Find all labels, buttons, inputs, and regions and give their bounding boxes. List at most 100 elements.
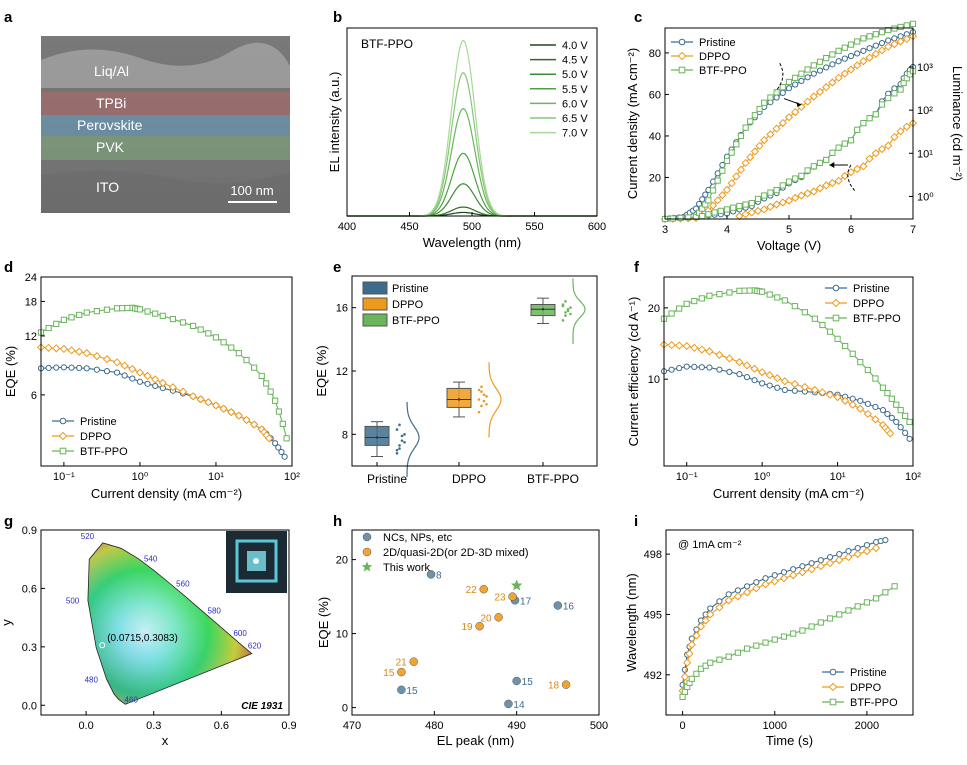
series-line: [40, 346, 270, 439]
data-point: [733, 592, 742, 601]
panel-b: 400 450 500 550 600 Wavelength (nm) EL intensi…: [327, 27, 606, 250]
data-point: [790, 566, 797, 573]
data-point: [124, 304, 131, 312]
data-point: [826, 328, 834, 335]
legend-label: 5.0 V: [562, 69, 588, 81]
plot-frame: [40, 529, 290, 716]
data-point: [275, 444, 282, 451]
box-point: [395, 448, 399, 452]
wavelength-label: 620: [248, 641, 262, 650]
data-point: [816, 159, 824, 166]
data-point: [884, 390, 891, 397]
x-tick-label: 10¹: [208, 471, 224, 483]
data-point: [791, 107, 800, 117]
x-tick-label: 5: [786, 224, 792, 236]
data-point: [841, 396, 850, 405]
data-point: [810, 62, 817, 69]
data-point: [807, 565, 816, 574]
x-tick-label: 0.9: [281, 720, 296, 732]
data-point: [902, 122, 911, 131]
data-point: [113, 369, 121, 376]
data-point: [766, 382, 773, 389]
box: [364, 425, 390, 446]
data-point: [751, 377, 758, 384]
data-point: [863, 599, 871, 606]
data-point: [690, 343, 699, 352]
data-point: [76, 311, 83, 319]
scatter-point: [508, 592, 517, 601]
data-point: [893, 418, 900, 426]
data-point: [723, 206, 731, 213]
data-point: [854, 126, 861, 133]
series-line: [663, 289, 910, 423]
data-point: [815, 87, 825, 96]
panel-c: 3 4 5 6 7 20 40 60 80 10⁰ 10¹ 10² 10³ Voltage (V) Curr…: [625, 20, 965, 253]
data-point: [272, 397, 279, 404]
data-point: [882, 536, 889, 544]
y-tick-label-right: 10³: [917, 62, 933, 74]
data-point: [771, 636, 778, 643]
data-point: [758, 368, 767, 377]
x-tick-label: 600: [588, 221, 606, 233]
data-point: [151, 375, 160, 384]
data-point: [759, 288, 766, 295]
data-point: [799, 563, 806, 570]
data-point: [866, 33, 873, 40]
reference-label: 23: [494, 593, 506, 604]
data-point: [872, 111, 879, 118]
data-point: [803, 97, 812, 106]
data-point: [676, 365, 683, 372]
data-point: [75, 347, 84, 356]
box-point: [480, 390, 483, 393]
layer-label: Liq/Al: [94, 63, 129, 79]
panel-label: a: [4, 9, 13, 26]
sem-texture: [41, 170, 290, 213]
scatter-point: [504, 699, 513, 709]
data-point: [92, 352, 101, 361]
data-point: [778, 198, 787, 207]
box-point: [398, 444, 401, 447]
data-point: [727, 179, 736, 188]
data-point: [877, 144, 887, 154]
data-point: [169, 315, 177, 323]
data-point: [823, 55, 830, 62]
y-tick-label: 0: [342, 703, 348, 715]
wavelength-label: 480: [85, 675, 99, 684]
data-point: [798, 568, 807, 577]
box-point: [482, 399, 486, 403]
data-point: [884, 42, 893, 51]
scatter-point: [479, 584, 488, 594]
data-point: [60, 316, 67, 323]
sem-texture: [41, 42, 290, 88]
layer-label: PVK: [96, 139, 125, 155]
data-point: [853, 550, 862, 559]
box-point: [403, 433, 406, 436]
scatter-point: [426, 570, 436, 579]
data-point: [792, 175, 799, 182]
data-point: [836, 551, 843, 558]
data-point: [250, 420, 259, 429]
scatter-point: [397, 667, 406, 677]
data-point: [715, 603, 724, 612]
data-point: [871, 149, 880, 158]
data-point: [742, 201, 749, 208]
data-point: [789, 571, 798, 580]
annotation-arrowhead: [796, 101, 802, 107]
legend-swatch: [362, 297, 388, 311]
legend-marker: [362, 547, 372, 557]
data-point: [736, 371, 743, 378]
data-point: [699, 213, 706, 220]
data-point: [857, 397, 864, 404]
data-point: [822, 83, 831, 92]
data-point: [885, 26, 892, 34]
data-point: [828, 682, 838, 692]
panel-f: 10⁻¹ 10⁰ 10¹ 10² 10 20 Current density (mA cm⁻…: [626, 276, 921, 501]
chart-title: BTF-PPO: [361, 37, 413, 51]
data-point: [829, 149, 836, 156]
data-point: [773, 94, 780, 101]
data-point: [840, 171, 849, 181]
data-point: [669, 215, 676, 222]
data-point: [687, 640, 696, 649]
data-point: [103, 306, 111, 313]
